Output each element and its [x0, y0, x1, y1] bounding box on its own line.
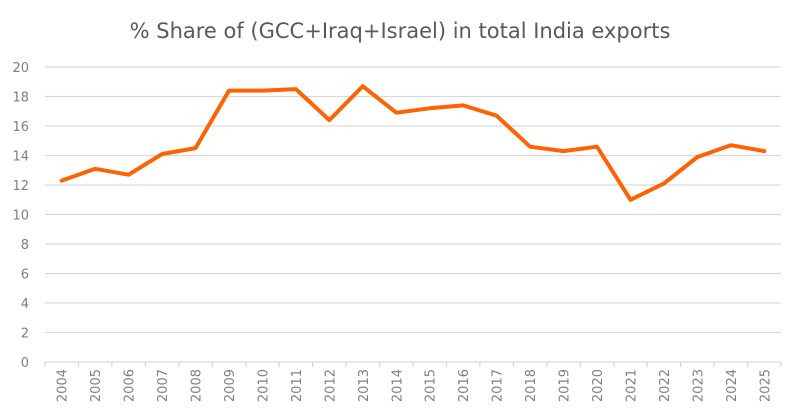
x-axis: 2004 2005 2006 2007 2008 2009 2010 2011 2012 2013… — [44, 361, 782, 402]
y-tick-label: 6 — [21, 268, 29, 283]
x-tick-label: 2010 — [256, 369, 271, 402]
x-tick-label: 2011 — [290, 369, 305, 402]
y-tick-label: 16 — [12, 120, 29, 135]
x-tick-label: 2018 — [524, 369, 539, 402]
y-tick-label: 20 — [12, 61, 29, 76]
x-tick-label: 2015 — [424, 369, 439, 402]
x-tick-label: 2020 — [591, 369, 606, 402]
y-tick-label: 14 — [12, 150, 29, 165]
y-tick-label: 10 — [12, 209, 29, 224]
y-tick-label: 4 — [21, 297, 29, 312]
x-tick-label: 2004 — [56, 369, 71, 402]
x-tick-label: 2013 — [357, 369, 372, 402]
x-tick-label: 2008 — [190, 369, 205, 402]
x-tick-label: 2021 — [624, 369, 639, 402]
x-tick-label: 2016 — [457, 369, 472, 402]
x-tick-label: 2012 — [323, 369, 338, 402]
x-tick-label: 2006 — [123, 369, 138, 402]
gridlines — [45, 66, 781, 334]
y-tick-label: 12 — [12, 179, 29, 194]
y-tick-label: 0 — [21, 356, 29, 371]
y-axis-ticks: 0 2 4 6 8 10 12 14 16 18 20 — [12, 61, 29, 371]
x-tick-label: 2005 — [89, 369, 104, 402]
series-line — [59, 84, 767, 202]
y-tick-label: 8 — [21, 238, 29, 253]
x-tick-label: 2022 — [658, 369, 673, 402]
y-tick-label: 2 — [21, 327, 29, 342]
x-tick-label: 2024 — [725, 369, 740, 402]
x-tick-label: 2019 — [558, 369, 573, 402]
x-tick-label: 2014 — [390, 369, 405, 402]
chart-title: % Share of (GCC+Iraq+Israel) in total In… — [130, 19, 671, 43]
x-tick-label: 2017 — [491, 369, 506, 402]
series-group — [59, 84, 767, 202]
x-tick-label: 2007 — [156, 369, 171, 402]
x-tick-label: 2025 — [758, 369, 773, 402]
x-tick-label: 2023 — [691, 369, 706, 402]
x-tick-label: 2009 — [223, 369, 238, 402]
y-tick-label: 18 — [12, 91, 29, 106]
